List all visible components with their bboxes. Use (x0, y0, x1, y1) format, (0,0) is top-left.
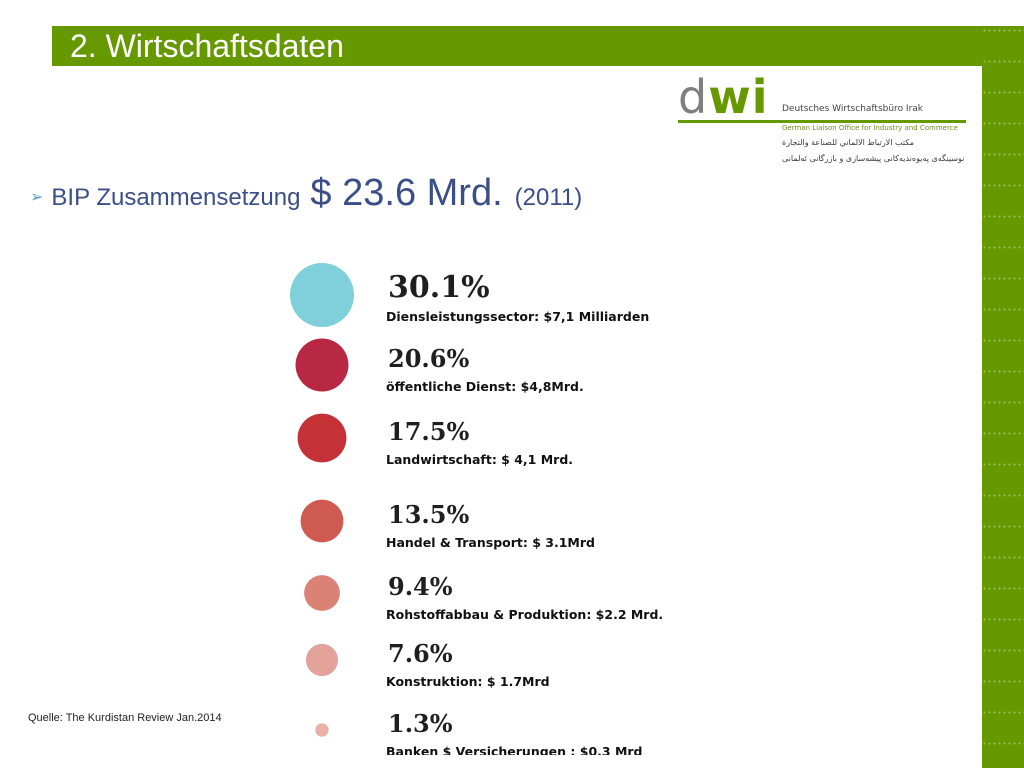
logo-org-english: German Liaison Office for Industry and C… (782, 124, 958, 132)
bubble-3 (300, 499, 344, 543)
source-note: Quelle: The Kurdistan Review Jan.2014 (28, 712, 222, 724)
percent-label-3: 13.5% (388, 500, 469, 529)
logo-org-german: Deutsches Wirtschaftsbüro Irak (782, 104, 924, 114)
right-decor-strip (982, 26, 1024, 768)
sector-label-3: Handel & Transport: $ 3.1Mrd (386, 535, 595, 550)
percent-label-1: 20.6% (388, 344, 469, 373)
sector-label-5: Konstruktion: $ 1.7Mrd (386, 674, 550, 689)
title-bar: 2. Wirtschaftsdaten (52, 26, 982, 66)
bullet-gdp: ➢ BIP Zusammensetzung $ 23.6 Mrd. (2011) (30, 172, 582, 218)
percent-label-4: 9.4% (388, 572, 453, 601)
bubble-1 (295, 338, 349, 392)
sector-label-4: Rohstoffabbau & Produktion: $2.2 Mrd. (386, 607, 663, 622)
bullet-amount: $ 23.6 Mrd. (310, 172, 503, 214)
percent-label-2: 17.5% (388, 417, 469, 446)
logo-rule (678, 120, 966, 123)
dwi-logo: dwi Deutsches Wirtschaftsbüro Irak Germa… (678, 74, 968, 174)
arrow-bullet-icon: ➢ (30, 189, 44, 206)
percent-label-0: 30.1% (388, 270, 490, 305)
bubble-4 (304, 575, 340, 611)
bubble-5 (305, 643, 339, 677)
logo-wordmark: dwi (678, 70, 769, 124)
bubble-2 (297, 413, 347, 463)
sector-label-1: öffentliche Dienst: $4,8Mrd. (386, 379, 584, 394)
bullet-year: (2011) (514, 184, 583, 211)
gdp-bubble-chart: 30.1% Diensleistungssector: $7,1 Milliard… (290, 263, 663, 755)
logo-org-arabic: مكتب الارتباط الالماني للصناعة والتجارة (782, 138, 914, 147)
bubble-6 (315, 723, 329, 737)
percent-label-5: 7.6% (388, 639, 453, 668)
sector-label-2: Landwirtschaft: $ 4,1 Mrd. (386, 452, 573, 467)
sector-label-0: Diensleistungssector: $7,1 Milliarden (386, 309, 649, 324)
decor-dots (982, 26, 1024, 768)
sector-label-6: Banken $ Versicherungen : $0.3 Mrd (386, 744, 643, 755)
percent-label-6: 1.3% (388, 709, 453, 738)
page-title: 2. Wirtschaftsdaten (70, 28, 344, 64)
logo-org-kurdish: نوسینگەی پەیوەندیەکانی پیشەسازی و بازرگا… (782, 154, 965, 163)
bubble-0 (290, 263, 354, 327)
bullet-label: BIP Zusammensetzung (51, 184, 301, 211)
